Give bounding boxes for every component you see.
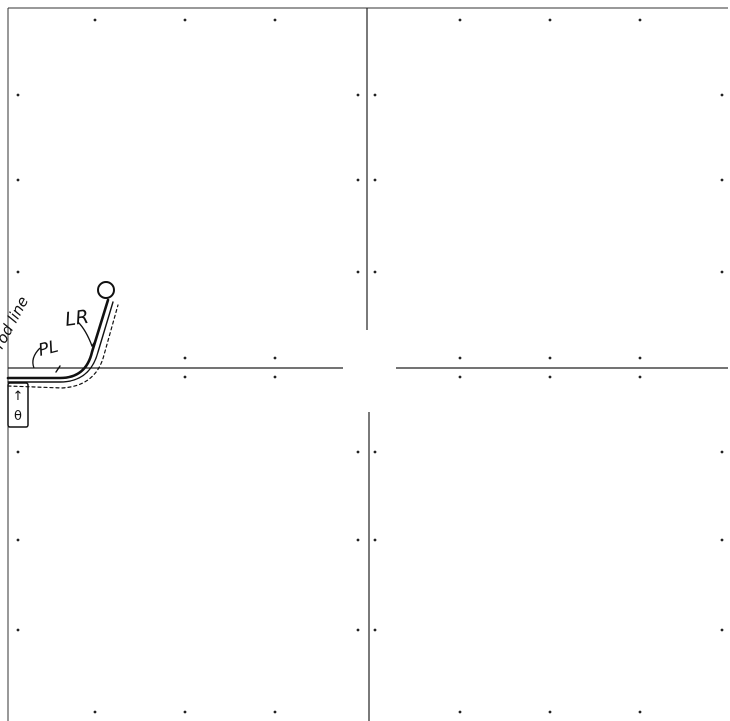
grid-dot (356, 450, 360, 454)
grid-dot (458, 18, 462, 22)
grid-dot (356, 178, 360, 182)
grid-dot (458, 356, 462, 360)
position-box-symbol: θ (14, 409, 22, 424)
grid-dot (548, 18, 552, 22)
grid-dot (548, 356, 552, 360)
grid-dot (458, 375, 462, 379)
grid-dot (273, 375, 277, 379)
grid-dot (548, 375, 552, 379)
grid-dot (16, 538, 20, 542)
grid-dot (720, 93, 724, 97)
grid-dot (93, 710, 97, 714)
grid-dot (373, 178, 377, 182)
grid-dot (373, 93, 377, 97)
leader-arrows (32, 321, 93, 369)
grid-dot (273, 18, 277, 22)
grid-dot (356, 270, 360, 274)
grid-dot (720, 538, 724, 542)
grid-dot (183, 710, 187, 714)
route-path (6, 298, 119, 389)
lr-label: LR (64, 306, 91, 331)
grid-dot (638, 356, 642, 360)
grid-dot (638, 18, 642, 22)
grid-dot (720, 450, 724, 454)
grid-dot (16, 450, 20, 454)
grid-dot (183, 375, 187, 379)
position-box-arrow: ↑ (13, 389, 24, 404)
grid-dot (16, 93, 20, 97)
grid-dot (16, 628, 20, 632)
grid-dot (16, 178, 20, 182)
grid-dot (93, 18, 97, 22)
grid-dot (273, 710, 277, 714)
grid-dot (373, 538, 377, 542)
grid-dot (548, 710, 552, 714)
grid-dot (720, 628, 724, 632)
grid-dot (720, 178, 724, 182)
pl-label: PL (36, 337, 60, 361)
grid-dot (720, 270, 724, 274)
grid-dots (16, 18, 724, 714)
grid-dot (16, 270, 20, 274)
receiver-circle (97, 281, 115, 299)
grid-dot (638, 710, 642, 714)
grid-dot (373, 270, 377, 274)
grid-dot (638, 375, 642, 379)
grid-dot (183, 18, 187, 22)
grid-dot (356, 93, 360, 97)
grid-dot (356, 538, 360, 542)
grid-dot (373, 628, 377, 632)
position-box (7, 382, 29, 428)
grid-dot (373, 450, 377, 454)
grid-dot (356, 628, 360, 632)
grid-dot (273, 356, 277, 360)
grid-dot (183, 356, 187, 360)
grid-dot (458, 710, 462, 714)
